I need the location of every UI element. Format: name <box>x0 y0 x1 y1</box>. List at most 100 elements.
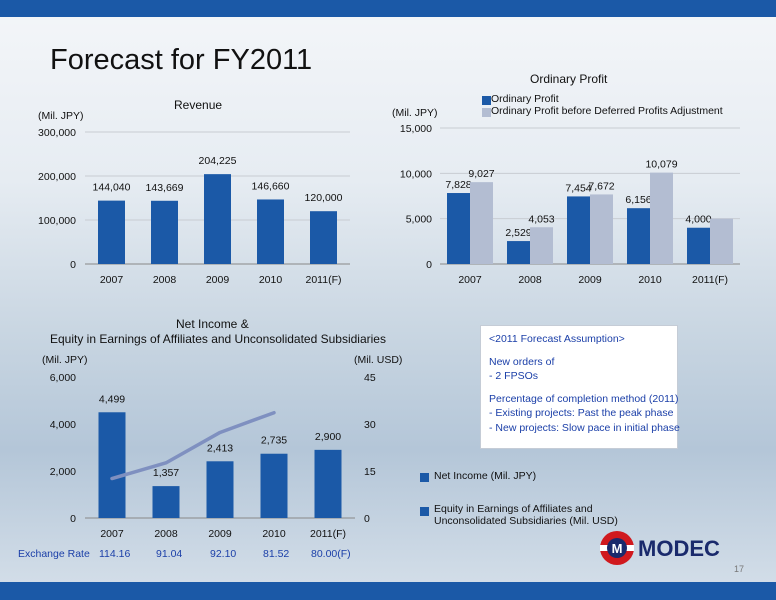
revenue-bar <box>204 174 231 264</box>
ordinary-profit-before-adjustment-bar <box>590 194 613 264</box>
y-tick-label: 10,000 <box>400 168 432 180</box>
data-label: 1,357 <box>153 467 179 479</box>
logo-text: MODEC <box>638 536 720 561</box>
revenue-bar <box>257 199 284 264</box>
data-label: 4,053 <box>528 213 554 225</box>
modec-logo: M MODEC <box>600 531 720 565</box>
net-income-chart: 0 2,000 4,000 6,000 0 15 30 45 4,499 2007 1,357 200… <box>50 372 376 540</box>
x-tick-label: 2011(F) <box>692 274 728 286</box>
assumption-line: - 2 FPSOs <box>489 370 539 382</box>
x-tick-label: 2009 <box>206 274 230 286</box>
data-label: 2,900 <box>315 431 341 443</box>
revenue-bar <box>151 200 178 264</box>
legend-label-ordinary-profit: Ordinary Profit <box>491 93 559 105</box>
x-tick-label: 2009 <box>578 274 602 286</box>
ordinary-profit-bar <box>507 241 530 264</box>
net-income-bar <box>260 453 288 518</box>
legend-swatch-net-income <box>420 473 429 482</box>
x-tick-label: 2007 <box>458 274 482 286</box>
y-tick-label: 5,000 <box>406 214 432 226</box>
x-tick-label: 2010 <box>259 274 283 286</box>
ordinary-profit-before-adjustment-bar <box>650 172 673 264</box>
ordinary-profit-before-adjustment-bar <box>470 182 493 264</box>
data-label: 7,828 <box>445 179 471 191</box>
assumption-heading: <2011 Forecast Assumption> <box>489 333 625 345</box>
legend-swatch-ordinary-profit-before-adjustment <box>482 108 491 117</box>
x-tick-label: 2008 <box>518 274 542 286</box>
exchange-rate-value: 92.10 <box>210 548 237 560</box>
ordinary-profit-chart-title: Ordinary Profit <box>530 72 608 86</box>
bottom-band <box>0 582 776 600</box>
y-tick-label: 200,000 <box>38 171 76 183</box>
y2-tick-label: 30 <box>364 419 376 431</box>
x-tick-label: 2011(F) <box>306 274 342 286</box>
y-tick-label: 0 <box>70 513 76 525</box>
data-label: 4,000 <box>685 214 711 226</box>
revenue-chart: 0 100,000 200,000 300,000 144,040 2007 143,669… <box>38 127 350 286</box>
net-income-y-axis-label: (Mil. JPY) <box>42 354 88 366</box>
slide-title: Forecast for FY2011 <box>50 44 313 76</box>
exchange-rate-value: 80.00(F) <box>311 548 351 560</box>
exchange-rate-label: Exchange Rate <box>18 548 90 560</box>
data-label: 7,454 <box>565 182 591 194</box>
y-tick-label: 4,000 <box>50 419 76 431</box>
top-band <box>0 0 776 17</box>
net-income-bar <box>98 412 126 518</box>
y-tick-label: 300,000 <box>38 127 76 139</box>
legend-swatch-ordinary-profit <box>482 96 491 105</box>
forecast-assumption-box: <2011 Forecast Assumption> New orders of… <box>480 325 680 449</box>
data-label: 2,413 <box>207 442 233 454</box>
legend-label-ordinary-profit-before-adjustment: Ordinary Profit before Deferred Profits … <box>491 105 723 117</box>
x-tick-label: 2010 <box>262 528 286 540</box>
data-label: 2,529 <box>505 227 531 239</box>
revenue-y-axis-label: (Mil. JPY) <box>38 110 84 122</box>
ordinary-profit-bar <box>567 196 590 264</box>
assumption-line: - Existing projects: Past the peak phase <box>489 407 674 419</box>
exchange-rate-value: 81.52 <box>263 548 290 560</box>
legend-swatch-equity-earnings <box>420 507 429 516</box>
x-tick-label: 2008 <box>154 528 178 540</box>
ordinary-profit-y-axis-label: (Mil. JPY) <box>392 107 438 119</box>
x-tick-label: 2007 <box>100 528 124 540</box>
x-tick-label: 2009 <box>208 528 232 540</box>
legend-label-equity-earnings-line2: Unconsolidated Subsidiaries (Mil. USD) <box>434 515 618 527</box>
y-tick-label: 0 <box>70 259 76 271</box>
logo-mark: M <box>612 541 623 556</box>
x-tick-label: 2011(F) <box>310 528 346 540</box>
data-label: 146,660 <box>252 180 290 192</box>
data-label: 7,672 <box>588 180 614 192</box>
x-tick-label: 2008 <box>153 274 177 286</box>
net-income-chart-title-line2: Equity in Earnings of Affiliates and Unc… <box>50 332 386 346</box>
data-label: 120,000 <box>305 192 343 204</box>
exchange-rate-value: 91.04 <box>156 548 183 560</box>
assumption-line: Percentage of completion method (2011) <box>489 392 679 405</box>
data-label: 6,156 <box>625 194 651 206</box>
net-income-bar <box>152 486 180 518</box>
y-tick-label: 0 <box>426 259 432 271</box>
net-income-y2-axis-label: (Mil. USD) <box>354 354 403 366</box>
net-income-chart-title-line1: Net Income & <box>176 317 249 331</box>
net-income-bar <box>314 449 342 518</box>
legend-label-net-income: Net Income (Mil. JPY) <box>434 470 537 482</box>
y-tick-label: 6,000 <box>50 372 76 384</box>
ordinary-profit-bar <box>687 227 710 264</box>
y2-tick-label: 0 <box>364 513 370 525</box>
equity-earnings-line <box>110 410 276 481</box>
net-income-bar <box>206 461 234 518</box>
exchange-rate-value: 114.16 <box>99 548 131 560</box>
ordinary-profit-bar <box>627 208 650 264</box>
data-label: 2,735 <box>261 435 287 447</box>
data-label: 4,499 <box>99 393 125 405</box>
page-number: 17 <box>734 564 745 574</box>
y-tick-label: 15,000 <box>400 123 432 135</box>
assumption-line: New orders of <box>489 355 555 368</box>
x-tick-label: 2007 <box>100 274 124 286</box>
data-label: 204,225 <box>199 155 237 167</box>
y2-tick-label: 45 <box>364 372 376 384</box>
x-tick-label: 2010 <box>638 274 662 286</box>
legend-label-equity-earnings-line1: Equity in Earnings of Affiliates and <box>434 503 593 515</box>
revenue-bar <box>310 211 337 264</box>
revenue-bar <box>98 200 125 264</box>
data-label: 143,669 <box>146 182 184 194</box>
